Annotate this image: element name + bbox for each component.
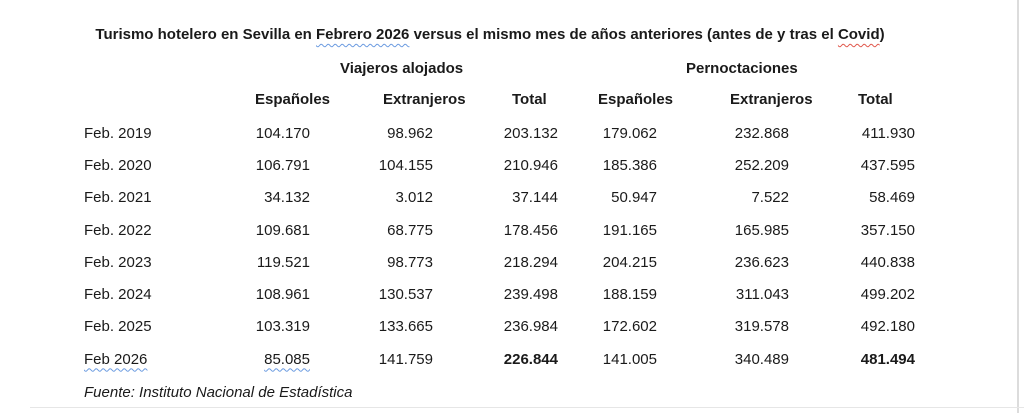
group-header-viajeros-alojados: Viajeros alojados <box>340 60 464 77</box>
page-edge-bottom-line <box>30 407 1024 408</box>
cell-pernoctaciones-total: 481.494 <box>860 350 915 368</box>
column-header-total-pernoctaciones: Total <box>858 91 893 108</box>
cell-viajeros-extranjeros: 104.155 <box>378 156 433 174</box>
row-label: Feb. 2022 <box>84 221 152 239</box>
table-row-2026: Feb 2026 85.085 141.759 226.844 141.005 … <box>84 343 915 375</box>
cell-pernoctaciones-total: 357.150 <box>860 221 915 239</box>
cell-pernoctaciones-espanoles: 50.947 <box>611 189 657 207</box>
cell-viajeros-extranjeros: 98.962 <box>387 124 433 142</box>
cell-viajeros-espanoles: 85.085 <box>264 350 310 368</box>
cell-viajeros-espanoles: 108.961 <box>255 286 310 304</box>
cell-pernoctaciones-extranjeros: 236.623 <box>734 253 789 271</box>
cell-pernoctaciones-total: 492.180 <box>860 318 915 336</box>
cell-pernoctaciones-espanoles: 188.159 <box>602 286 657 304</box>
cell-pernoctaciones-espanoles: 179.062 <box>602 124 657 142</box>
cell-viajeros-total: 239.498 <box>503 286 558 304</box>
cell-pernoctaciones-total: 437.595 <box>860 156 915 174</box>
cell-pernoctaciones-extranjeros: 311.043 <box>735 286 789 304</box>
title-text-1: Turismo hotelero en Sevilla en <box>95 26 317 43</box>
column-header-extranjeros-pernoctaciones: Extranjeros <box>730 91 813 108</box>
title-text-3: ) <box>879 26 885 43</box>
column-header-total-viajeros: Total <box>512 91 547 108</box>
cell-viajeros-espanoles: 109.681 <box>255 221 310 239</box>
table-row-2022: Feb. 2022 109.681 68.775 178.456 191.165… <box>84 214 915 246</box>
cell-viajeros-extranjeros: 68.775 <box>387 221 433 239</box>
cell-pernoctaciones-total: 440.838 <box>860 253 915 271</box>
row-label: Feb. 2023 <box>84 253 152 271</box>
table-row-2020: Feb. 2020 106.791 104.155 210.946 185.38… <box>84 149 915 181</box>
group-header-pernoctaciones: Pernoctaciones <box>686 60 798 77</box>
table-row-2019: Feb. 2019 104.170 98.962 203.132 179.062… <box>84 117 915 149</box>
cell-pernoctaciones-espanoles: 141.005 <box>602 350 657 368</box>
cell-viajeros-extranjeros: 3.012 <box>395 189 433 207</box>
cell-viajeros-total: 210.946 <box>503 156 558 174</box>
table-row-2023: Feb. 2023 119.521 98.773 218.294 204.215… <box>84 246 915 278</box>
cell-viajeros-extranjeros: 130.537 <box>378 286 433 304</box>
row-label: Feb. 2019 <box>84 124 152 142</box>
cell-viajeros-espanoles: 104.170 <box>255 124 310 142</box>
title-spellcheck-febrero-2026: Febrero 2026 <box>316 26 410 43</box>
page-edge-right-line <box>1017 0 1019 413</box>
row-label: Feb. 2020 <box>84 156 152 174</box>
cell-viajeros-total: 226.844 <box>503 350 558 368</box>
cell-pernoctaciones-total: 58.469 <box>869 189 915 207</box>
cell-pernoctaciones-extranjeros: 7.522 <box>751 189 789 207</box>
cell-viajeros-total: 178.456 <box>503 221 558 239</box>
cell-viajeros-total: 37.144 <box>512 189 558 207</box>
data-table: Feb. 2019 104.170 98.962 203.132 179.062… <box>84 117 915 375</box>
row-label: Feb. 2024 <box>84 286 152 304</box>
cell-viajeros-total: 203.132 <box>503 124 558 142</box>
row-label: Feb. 2025 <box>84 318 152 336</box>
cell-pernoctaciones-total: 499.202 <box>860 286 915 304</box>
cell-pernoctaciones-extranjeros: 319.578 <box>734 318 789 336</box>
row-label: Feb 2026 <box>84 350 148 368</box>
title-spellcheck-covid: Covid <box>837 26 880 43</box>
cell-viajeros-extranjeros: 133.665 <box>378 318 433 336</box>
cell-viajeros-total: 218.294 <box>503 253 558 271</box>
row-label: Feb. 2021 <box>84 189 152 207</box>
table-row-2021: Feb. 2021 34.132 3.012 37.144 50.947 7.5… <box>84 182 915 214</box>
cell-viajeros-espanoles: 103.319 <box>255 318 310 336</box>
cell-pernoctaciones-extranjeros: 340.489 <box>734 350 789 368</box>
cell-viajeros-extranjeros: 141.759 <box>378 350 433 368</box>
cell-pernoctaciones-espanoles: 204.215 <box>602 253 657 271</box>
table-row-2024: Feb. 2024 108.961 130.537 239.498 188.15… <box>84 278 915 310</box>
cell-viajeros-espanoles: 34.132 <box>264 189 310 207</box>
column-header-espanoles-pernoctaciones: Españoles <box>598 91 674 108</box>
title-text-2: versus el mismo mes de años anteriores (… <box>409 26 838 43</box>
column-header-espanoles-viajeros: Españoles <box>255 91 331 108</box>
cell-pernoctaciones-espanoles: 185.386 <box>602 156 657 174</box>
column-header-extranjeros-viajeros: Extranjeros <box>383 91 466 108</box>
source-note: Fuente: Instituto Nacional de Estadístic… <box>84 384 353 401</box>
cell-pernoctaciones-extranjeros: 165.985 <box>734 221 789 239</box>
cell-viajeros-espanoles: 119.521 <box>256 253 310 271</box>
cell-pernoctaciones-espanoles: 191.165 <box>602 221 657 239</box>
document-title: Turismo hotelero en Sevilla en Febrero 2… <box>0 26 980 44</box>
cell-viajeros-total: 236.984 <box>503 318 558 336</box>
cell-pernoctaciones-espanoles: 172.602 <box>602 318 657 336</box>
cell-viajeros-espanoles: 106.791 <box>255 156 310 174</box>
table-row-2025: Feb. 2025 103.319 133.665 236.984 172.60… <box>84 311 915 343</box>
cell-pernoctaciones-extranjeros: 232.868 <box>734 124 789 142</box>
cell-pernoctaciones-total: 411.930 <box>861 124 915 142</box>
cell-pernoctaciones-extranjeros: 252.209 <box>734 156 789 174</box>
cell-viajeros-extranjeros: 98.773 <box>387 253 433 271</box>
